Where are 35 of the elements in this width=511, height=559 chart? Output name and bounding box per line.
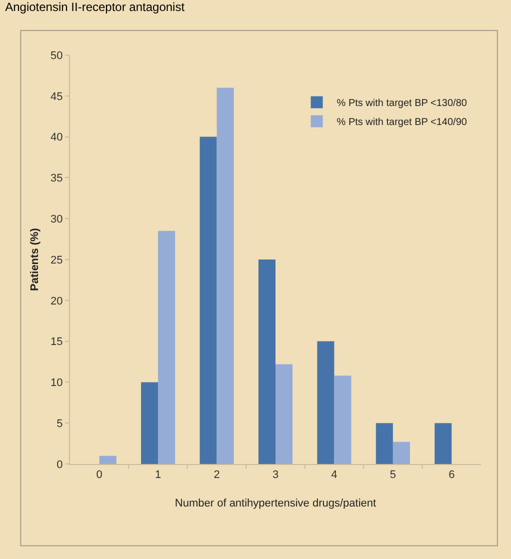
- x-tick-label: 4: [331, 469, 338, 482]
- y-axis-title: Patients (%): [29, 228, 41, 291]
- bar: [276, 364, 293, 464]
- bar: [392, 442, 410, 464]
- x-tick-label: 0: [96, 469, 102, 482]
- y-tick-label: 5: [56, 418, 63, 430]
- y-tick-label: 10: [50, 377, 63, 390]
- x-tick-label: 5: [390, 469, 396, 482]
- bar: [434, 423, 452, 464]
- bar: [216, 88, 234, 464]
- x-axis-title: Number of antihypertensive drugs/patient: [174, 497, 376, 510]
- bar: [141, 382, 158, 464]
- y-tick-label: 50: [50, 50, 63, 62]
- bar: [99, 456, 116, 464]
- bar: [334, 376, 352, 464]
- bar: [258, 260, 276, 464]
- x-tick-label: 1: [155, 469, 162, 482]
- bar: [158, 230, 176, 464]
- y-tick-label: 45: [50, 90, 63, 103]
- y-tick-label: 35: [50, 172, 63, 185]
- legend-label: % Pts with target BP <130/80: [336, 98, 468, 110]
- y-tick-label: 0: [56, 458, 63, 471]
- bar: [376, 423, 393, 464]
- y-tick-label: 20: [50, 295, 63, 308]
- y-tick-label: 30: [50, 213, 63, 226]
- x-tick-label: 6: [448, 469, 455, 482]
- y-tick-label: 15: [50, 336, 63, 348]
- y-tick-label: 25: [50, 254, 63, 266]
- y-tick-label: 40: [50, 132, 63, 144]
- legend-label: % Pts with target BP <140/90: [336, 117, 468, 128]
- bar: [317, 341, 334, 464]
- bar: [200, 136, 217, 464]
- chart-title: Angiotensin II-receptor antagonist: [5, 0, 186, 14]
- x-tick-label: 2: [214, 469, 220, 482]
- x-tick-label: 3: [272, 469, 279, 482]
